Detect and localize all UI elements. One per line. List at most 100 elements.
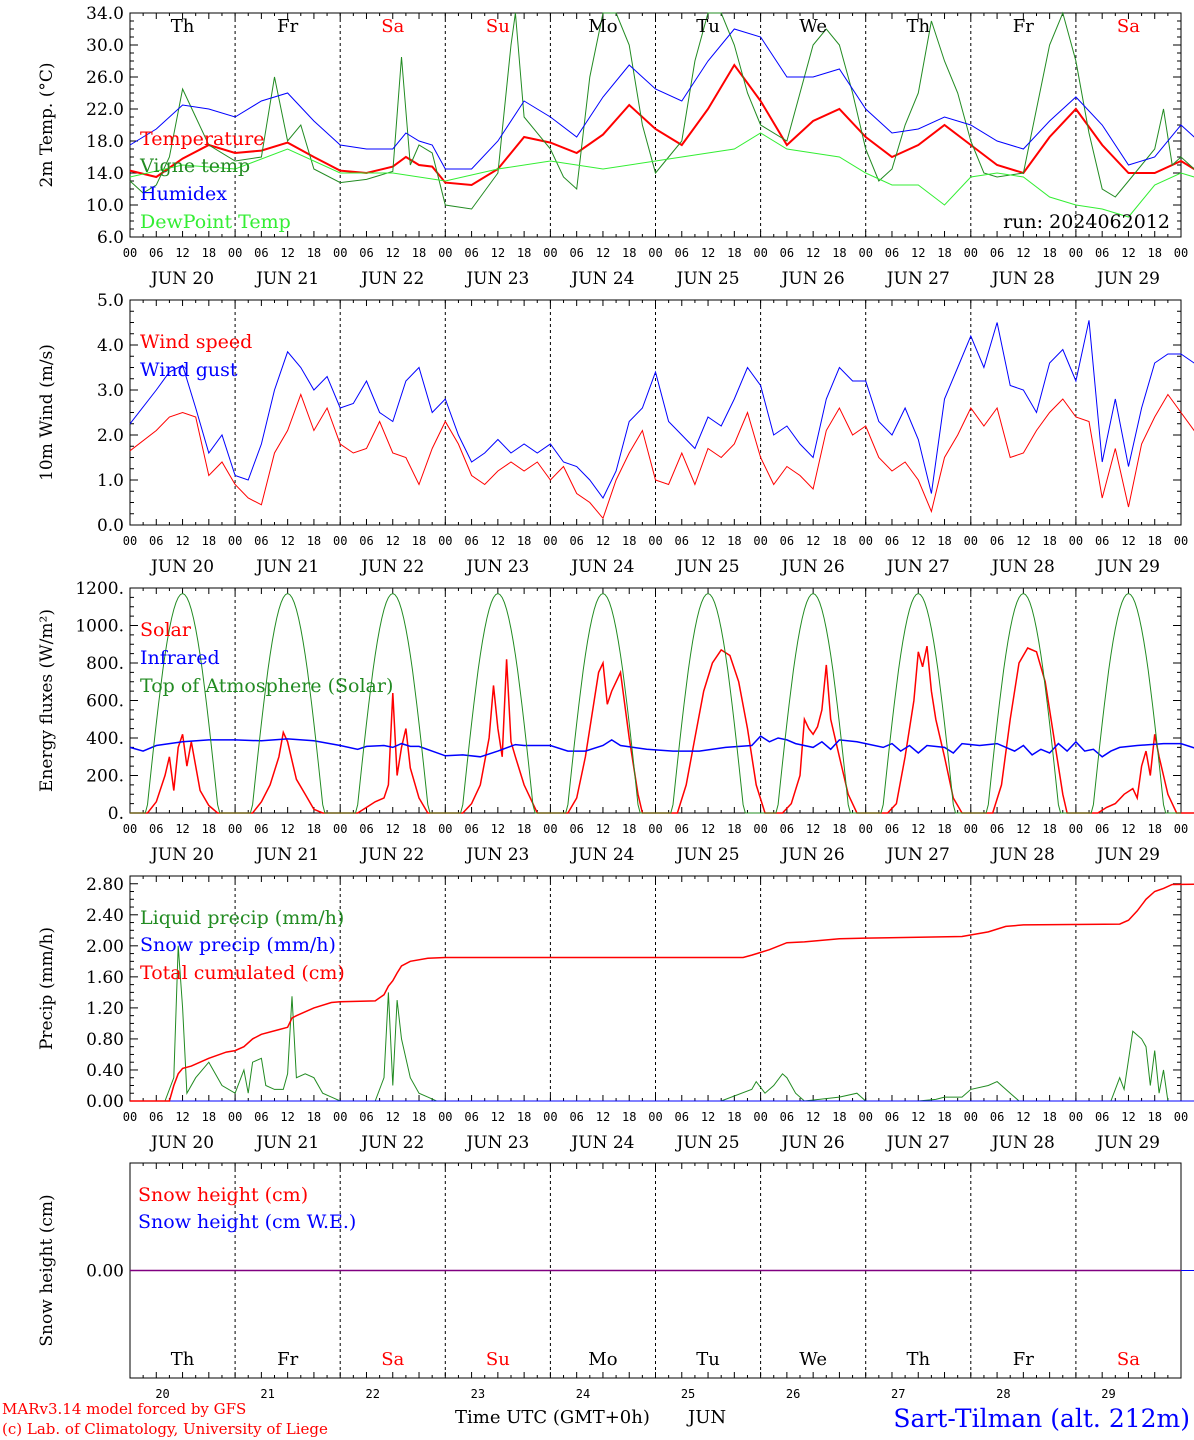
y-axis-label: 2m Temp. (°C) [37,62,57,187]
date-label: JUN 20 [149,557,214,577]
hour-tick-label: 06 [675,822,689,836]
hour-tick-label: 06 [780,822,794,836]
hour-tick-label: 12 [1121,1110,1135,1124]
y-tick-label: 800. [86,654,124,674]
y-tick-label: 0.0 [97,516,124,536]
hour-tick-label: 00 [438,822,452,836]
series-line-1-1 [129,63,1194,187]
y-tick-label: 2.80 [86,875,124,895]
y-tick-label: 200. [86,767,124,787]
hour-tick-label: 12 [1016,822,1030,836]
day-number-label: 26 [786,1387,800,1401]
hour-tick-label: 18 [517,534,531,548]
date-label: JUN 26 [780,269,845,289]
date-label: JUN 26 [780,1133,845,1153]
date-label: JUN 27 [885,269,950,289]
dow-label-top: Sa [381,16,404,37]
hour-tick-label: 18 [1147,1110,1161,1124]
legend-entry: Total cumulated (cm) [140,962,345,984]
hour-tick-label: 12 [175,822,189,836]
hour-tick-label: 12 [1121,534,1135,548]
dow-label-bottom: Sa [381,1349,404,1370]
hour-tick-label: 12 [491,1110,505,1124]
y-tick-label: 34.0 [86,4,124,24]
day-number-label: 20 [155,1387,169,1401]
hour-tick-label: 06 [1095,246,1109,260]
legend-entry: Infrared [140,647,220,669]
hour-tick-label: 00 [438,534,452,548]
footer-model: MARv3.14 model forced by GFS [2,1400,246,1418]
hour-tick-label: 18 [622,534,636,548]
y-tick-label: 4.0 [97,336,124,356]
hour-tick-label: 18 [412,534,426,548]
hour-tick-label: 12 [911,1110,925,1124]
hour-tick-label: 18 [517,246,531,260]
hour-tick-label: 12 [1121,246,1135,260]
dow-label-bottom: Su [486,1349,510,1370]
panel-3: 0. 200. 400. 600. 800. 1000. 1200. Energy fluxe… [37,579,1194,865]
hour-tick-label: 00 [964,822,978,836]
hour-tick-label: 12 [596,822,610,836]
hour-tick-label: 12 [1016,246,1030,260]
hour-tick-label: 00 [1174,822,1188,836]
hour-tick-label: 18 [622,822,636,836]
dow-label-bottom: Fr [277,1349,298,1370]
hour-tick-label: 12 [175,1110,189,1124]
hour-tick-label: 18 [1042,1110,1056,1124]
hour-tick-label: 00 [333,1110,347,1124]
hour-tick-label: 00 [123,534,137,548]
hour-tick-label: 18 [832,1110,846,1124]
hour-tick-label: 06 [675,534,689,548]
y-tick-label: 1.60 [86,968,124,988]
hour-tick-label: 00 [858,534,872,548]
hour-tick-label: 00 [753,822,767,836]
date-label: JUN 22 [359,269,424,289]
date-label: JUN 21 [254,845,319,865]
y-tick-label: 0.00 [86,1262,124,1282]
hour-tick-label: 00 [228,246,242,260]
hour-tick-label: 12 [806,822,820,836]
hour-tick-label: 18 [307,534,321,548]
hour-tick-label: 00 [648,246,662,260]
hour-tick-label: 00 [1174,246,1188,260]
hour-tick-label: 00 [648,1110,662,1124]
hour-tick-label: 18 [307,246,321,260]
y-tick-label: 10.0 [86,196,124,216]
hour-tick-label: 06 [359,534,373,548]
date-label: JUN 26 [780,557,845,577]
hour-tick-label: 00 [543,822,557,836]
hour-tick-label: 06 [885,246,899,260]
y-tick-label: 2.40 [86,906,124,926]
hour-tick-label: 12 [175,534,189,548]
hour-tick-label: 00 [964,246,978,260]
y-axis-label: Energy fluxes (W/m²) [37,609,57,792]
hour-tick-label: 12 [596,1110,610,1124]
dow-label-bottom: Sa [1117,1349,1140,1370]
hour-tick-label: 00 [753,534,767,548]
hour-tick-label: 06 [464,1110,478,1124]
hour-tick-label: 00 [964,534,978,548]
hour-tick-label: 06 [1095,534,1109,548]
run-label: run: 2024062012 [1003,211,1170,233]
hour-tick-label: 06 [254,1110,268,1124]
hour-tick-label: 00 [543,246,557,260]
hour-tick-label: 00 [123,822,137,836]
dow-label-bottom: Tu [696,1349,720,1370]
hour-tick-label: 06 [464,534,478,548]
y-tick-label: 3.0 [97,381,124,401]
hour-tick-label: 18 [1147,246,1161,260]
y-tick-label: 0.80 [86,1030,124,1050]
hour-tick-label: 00 [648,822,662,836]
hour-tick-label: 00 [1174,1110,1188,1124]
y-axis-label: Snow height (cm) [37,1194,57,1346]
date-label: JUN 29 [1095,1133,1160,1153]
hour-tick-label: 12 [806,1110,820,1124]
day-number-label: 22 [366,1387,380,1401]
hour-tick-label: 12 [386,822,400,836]
y-tick-label: 1.20 [86,999,124,1019]
hour-tick-label: 18 [622,1110,636,1124]
date-label: JUN 20 [149,269,214,289]
hour-tick-label: 18 [412,1110,426,1124]
y-axis-label: 10m Wind (m/s) [37,344,57,481]
